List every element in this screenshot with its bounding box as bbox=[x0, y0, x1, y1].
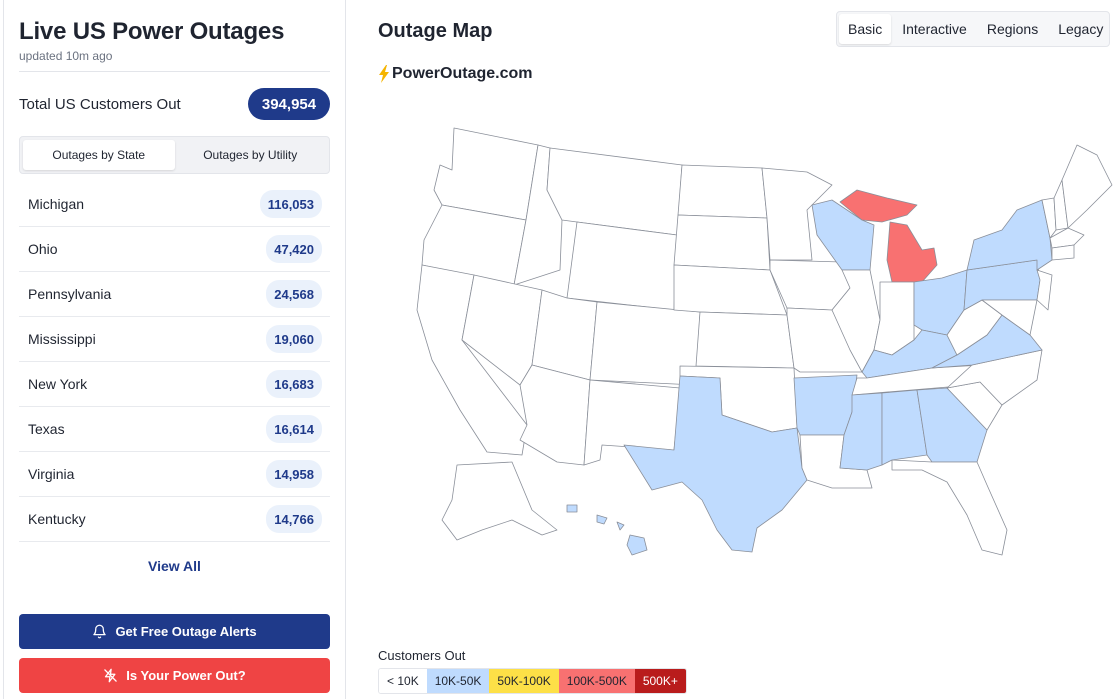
state-row-kentucky[interactable]: Kentucky 14,766 bbox=[19, 497, 330, 542]
state-name: Texas bbox=[28, 421, 65, 437]
state-al[interactable] bbox=[881, 389, 928, 466]
state-count-badge: 116,053 bbox=[259, 190, 322, 218]
get-alerts-label: Get Free Outage Alerts bbox=[115, 624, 257, 639]
us-outage-map[interactable] bbox=[362, 110, 1114, 570]
legend-item-10k-50k: 10K-50K bbox=[426, 669, 490, 693]
state-count-badge: 16,614 bbox=[266, 415, 322, 443]
state-ny[interactable] bbox=[966, 199, 1053, 271]
lightning-bolt-icon bbox=[379, 65, 389, 83]
state-count-badge: 16,683 bbox=[266, 370, 322, 398]
state-hi[interactable] bbox=[566, 504, 648, 556]
power-off-icon bbox=[104, 668, 118, 683]
state-name: Pennsylvania bbox=[28, 286, 112, 302]
state-count-badge: 24,568 bbox=[266, 280, 322, 308]
state-ct[interactable] bbox=[1051, 244, 1075, 261]
total-label: Total US Customers Out bbox=[19, 96, 181, 113]
state-mi-lower[interactable] bbox=[886, 221, 938, 283]
state-mn[interactable] bbox=[761, 167, 833, 261]
tab-outages-by-utility[interactable]: Outages by Utility bbox=[203, 148, 298, 162]
state-az[interactable] bbox=[519, 364, 591, 466]
state-row-new-york[interactable]: New York 16,683 bbox=[19, 362, 330, 407]
state-name: Ohio bbox=[28, 241, 58, 257]
state-name: Kentucky bbox=[28, 511, 86, 527]
get-alerts-button[interactable]: Get Free Outage Alerts bbox=[19, 614, 330, 649]
is-power-out-button[interactable]: Is Your Power Out? bbox=[19, 658, 330, 693]
state-count-badge: 14,766 bbox=[266, 505, 322, 533]
total-count-badge: 394,954 bbox=[248, 88, 330, 120]
state-name: Virginia bbox=[28, 466, 75, 482]
state-list: Michigan 116,053 Ohio 47,420 Pennsylvani… bbox=[19, 182, 330, 542]
state-fl[interactable] bbox=[891, 459, 1008, 556]
state-ut[interactable] bbox=[531, 289, 598, 381]
state-ma[interactable] bbox=[1049, 227, 1085, 249]
state-sd[interactable] bbox=[673, 214, 771, 271]
state-wi[interactable] bbox=[811, 199, 875, 271]
state-name: New York bbox=[28, 376, 88, 392]
is-power-out-label: Is Your Power Out? bbox=[126, 668, 246, 683]
sidebar: Live US Power Outages updated 10m ago To… bbox=[3, 0, 346, 699]
bell-icon bbox=[93, 624, 107, 639]
map-view-toggle: Basic Interactive Regions Legacy bbox=[836, 11, 1110, 47]
state-row-michigan[interactable]: Michigan 116,053 bbox=[19, 182, 330, 227]
map-legend: < 10K 10K-50K 50K-100K 100K-500K 500K+ bbox=[378, 668, 687, 694]
state-ak[interactable] bbox=[441, 461, 558, 541]
state-row-pennsylvania[interactable]: Pennsylvania 24,568 bbox=[19, 272, 330, 317]
state-count-badge: 47,420 bbox=[266, 235, 322, 263]
outage-tabs: Outages by State Outages by Utility bbox=[19, 136, 330, 174]
view-all-link[interactable]: View All bbox=[148, 558, 201, 574]
state-mt[interactable] bbox=[546, 147, 683, 236]
state-md[interactable] bbox=[981, 299, 1038, 336]
state-ks[interactable] bbox=[695, 311, 795, 369]
state-count-badge: 14,958 bbox=[266, 460, 322, 488]
state-nj[interactable] bbox=[1036, 269, 1053, 311]
us-map-svg bbox=[416, 127, 1113, 556]
state-row-mississippi[interactable]: Mississippi 19,060 bbox=[19, 317, 330, 362]
state-count-badge: 19,060 bbox=[266, 325, 322, 353]
state-nd[interactable] bbox=[677, 164, 768, 219]
view-regions-button[interactable]: Regions bbox=[986, 21, 1039, 37]
legend-item-100k-500k: 100K-500K bbox=[558, 669, 635, 693]
divider bbox=[19, 71, 330, 72]
state-tx[interactable] bbox=[623, 375, 808, 553]
state-row-ohio[interactable]: Ohio 47,420 bbox=[19, 227, 330, 272]
legend-item-under-10k: < 10K bbox=[379, 669, 427, 693]
brand-logo: PowerOutage.com bbox=[378, 65, 532, 83]
view-basic-button[interactable]: Basic bbox=[839, 14, 892, 44]
tab-outages-by-state[interactable]: Outages by State bbox=[23, 140, 175, 170]
state-ne[interactable] bbox=[673, 264, 788, 316]
map-title: Outage Map bbox=[378, 20, 493, 42]
state-mi-upper[interactable] bbox=[839, 189, 918, 223]
legend-title: Customers Out bbox=[378, 648, 466, 663]
state-name: Mississippi bbox=[28, 331, 96, 347]
legend-item-50k-100k: 50K-100K bbox=[489, 669, 559, 693]
updated-timestamp: updated 10m ago bbox=[19, 49, 113, 63]
view-interactive-button[interactable]: Interactive bbox=[902, 21, 967, 37]
brand-name: PowerOutage.com bbox=[392, 65, 533, 82]
state-me[interactable] bbox=[1061, 144, 1113, 229]
view-legacy-button[interactable]: Legacy bbox=[1058, 21, 1104, 37]
state-row-texas[interactable]: Texas 16,614 bbox=[19, 407, 330, 452]
state-name: Michigan bbox=[28, 196, 85, 212]
state-wy[interactable] bbox=[566, 221, 678, 311]
state-row-virginia[interactable]: Virginia 14,958 bbox=[19, 452, 330, 497]
legend-item-500k-plus: 500K+ bbox=[634, 669, 686, 693]
app-title: Live US Power Outages bbox=[19, 18, 285, 45]
